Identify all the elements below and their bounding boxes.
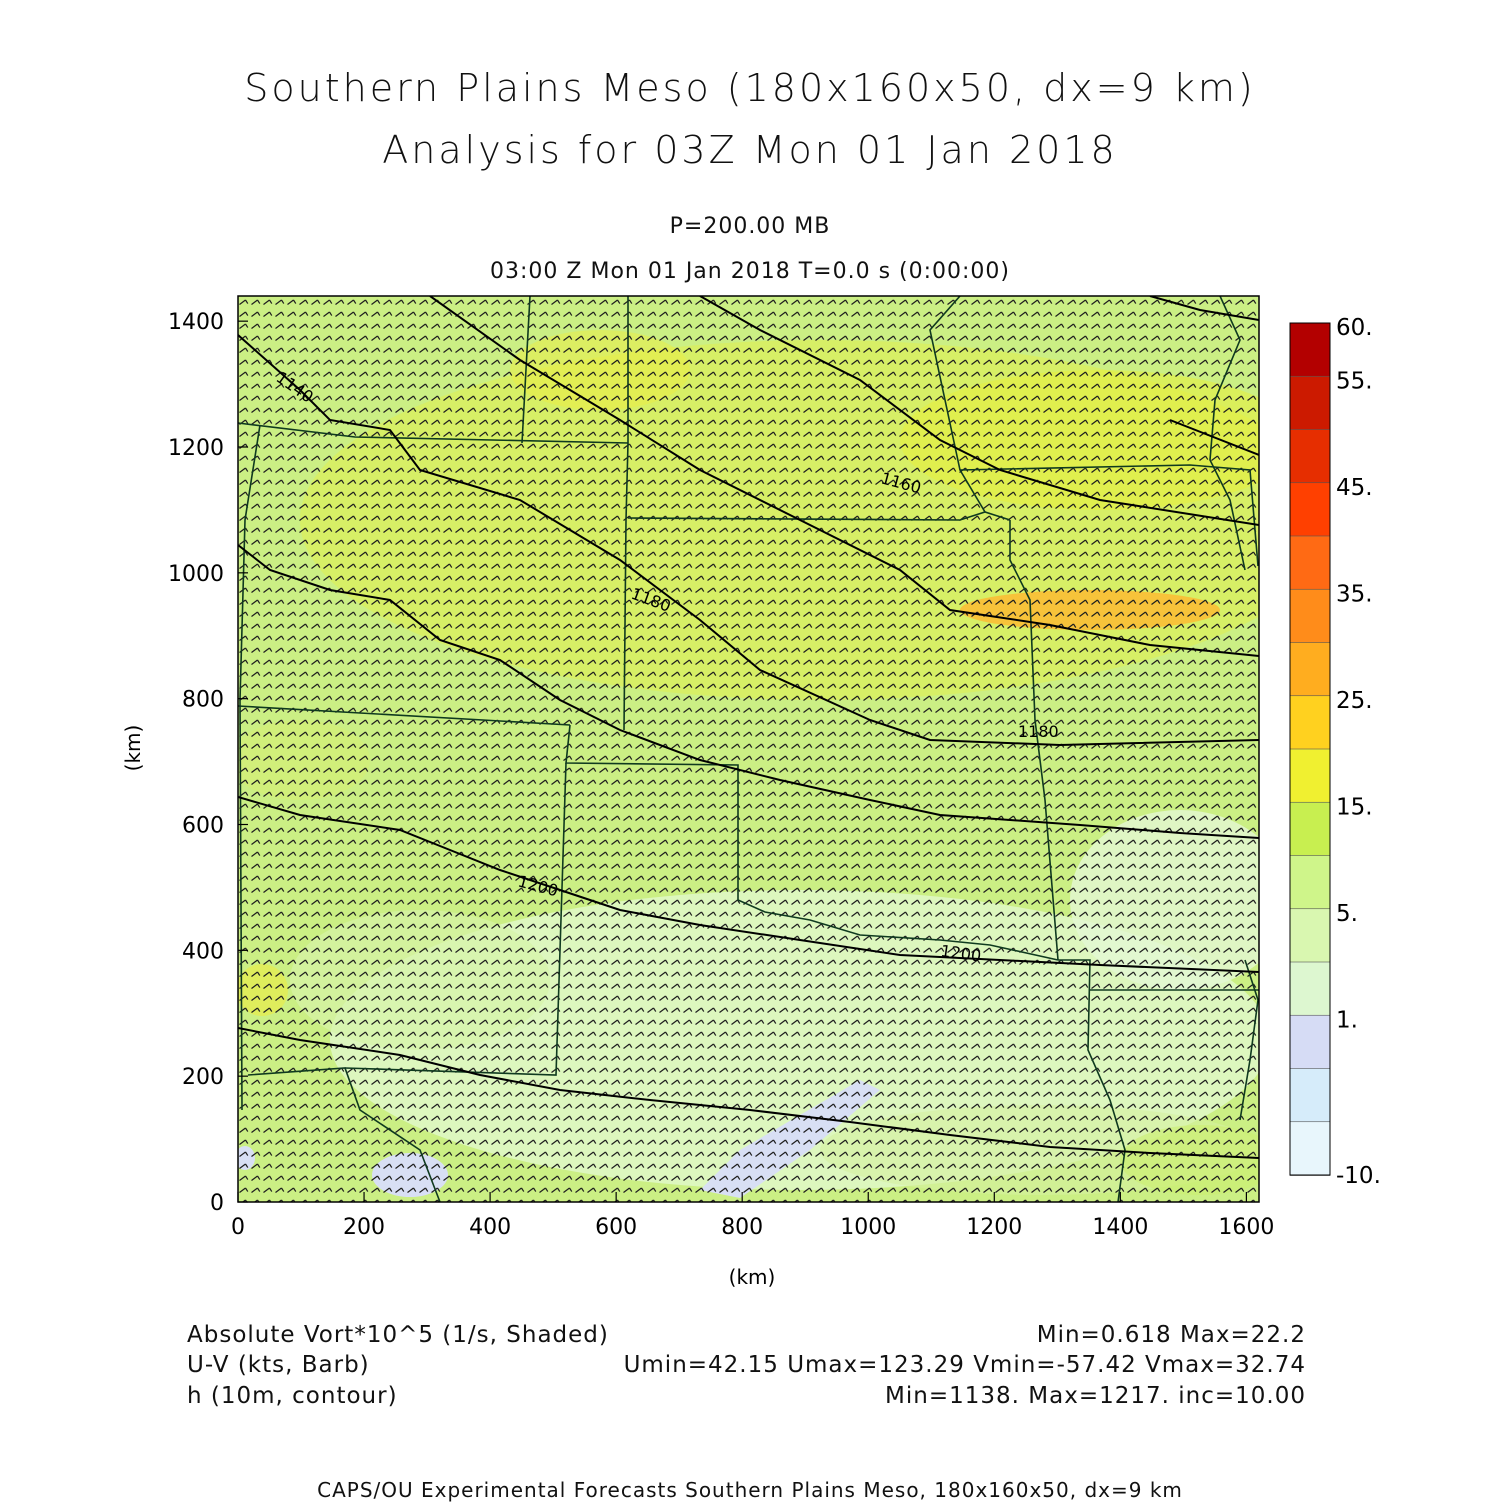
colorbar-cell bbox=[1289, 1014, 1331, 1070]
legend-height-stats: Min=1138. Max=1217. inc=10.00 bbox=[885, 1383, 1306, 1409]
x-axis-ticks: 0 200 400 600 800 1000 1200 1400 1600 bbox=[231, 1192, 1274, 1240]
colorbar-cell bbox=[1289, 801, 1331, 857]
x-tick-label: 1200 bbox=[966, 1215, 1022, 1240]
colorbar-cell bbox=[1289, 375, 1331, 431]
x-tick-label: 1600 bbox=[1218, 1215, 1274, 1240]
colorbar-cell bbox=[1289, 642, 1331, 697]
valid-time: 03:00 Z Mon 01 Jan 2018 T=0.0 s (0:00:00… bbox=[490, 259, 1010, 284]
x-tick-label: 1000 bbox=[840, 1215, 896, 1240]
x-tick-label: 800 bbox=[721, 1215, 763, 1240]
axes: 0 200 400 600 800 1000 1200 1400 1600 0 200 400 600… bbox=[121, 310, 1274, 1289]
colorbar-cell bbox=[1289, 1068, 1331, 1123]
colorbar-cell bbox=[1289, 855, 1331, 910]
x-axis-label: (km) bbox=[729, 1265, 776, 1289]
colorbar-label: 15. bbox=[1336, 794, 1373, 820]
footer-credit: CAPS/OU Experimental Forecasts Southern … bbox=[317, 1478, 1183, 1502]
x-tick-label: 400 bbox=[469, 1215, 511, 1240]
colorbar-cell bbox=[1289, 1121, 1331, 1176]
y-tick-label: 1000 bbox=[168, 562, 224, 587]
colorbar-label: 1. bbox=[1336, 1007, 1358, 1033]
y-tick-label: 0 bbox=[210, 1191, 224, 1216]
colorbar-label: 25. bbox=[1336, 688, 1373, 714]
colorbar-cell bbox=[1289, 482, 1331, 537]
x-tick-label: 1400 bbox=[1092, 1215, 1148, 1240]
colorbar-cell bbox=[1289, 695, 1331, 750]
plot-frame bbox=[237, 295, 1260, 1203]
y-tick-label: 200 bbox=[182, 1065, 224, 1090]
vorticity-shading: 1140 1160 1180 1200 1200 1180 bbox=[238, 296, 1259, 1202]
y-tick-label: 1200 bbox=[168, 436, 224, 461]
colorbar-cell bbox=[1289, 429, 1331, 484]
contour-label: 1180 bbox=[1018, 722, 1059, 741]
colorbar-label: -10. bbox=[1336, 1163, 1381, 1189]
x-tick-label: 600 bbox=[595, 1215, 637, 1240]
colorbar-labels: 60. 55. 45. 35. 25. 15. 5. 1. -10. bbox=[1336, 315, 1381, 1189]
x-tick-label: 200 bbox=[343, 1215, 385, 1240]
y-axis-label: (km) bbox=[121, 725, 145, 772]
colorbar: 60. 55. 45. 35. 25. 15. 5. 1. -10. bbox=[1289, 315, 1381, 1189]
y-tick-label: 600 bbox=[182, 814, 224, 839]
x-tick-label: 0 bbox=[231, 1215, 245, 1240]
height-contours bbox=[238, 296, 1259, 1159]
colorbar-frame bbox=[1289, 322, 1331, 1176]
colorbar-label: 45. bbox=[1336, 475, 1373, 501]
plot-title: Southern Plains Meso (180x160x50, dx=9 k… bbox=[244, 66, 1256, 110]
legend-vorticity-stats: Min=0.618 Max=22.2 bbox=[1036, 1322, 1306, 1348]
legend-height: h (10m, contour) bbox=[187, 1383, 398, 1409]
colorbar-label: 60. bbox=[1336, 315, 1373, 341]
colorbar-cell bbox=[1289, 908, 1331, 963]
colorbar-label: 55. bbox=[1336, 368, 1373, 394]
map-plot-area: 1140 1160 1180 1200 1200 1180 bbox=[237, 295, 1260, 1203]
state-boundaries bbox=[238, 296, 1259, 1202]
plot-subtitle: Analysis for 03Z Mon 01 Jan 2018 bbox=[382, 128, 1118, 172]
y-axis-ticks: 0 200 400 600 800 1000 1200 1400 bbox=[168, 310, 248, 1216]
legend-vorticity: Absolute Vort*10^5 (1/s, Shaded) bbox=[187, 1322, 609, 1348]
pressure-level: P=200.00 MB bbox=[669, 214, 831, 239]
colorbar-cell bbox=[1289, 322, 1331, 378]
y-tick-label: 1400 bbox=[168, 310, 224, 335]
colorbar-cell bbox=[1289, 961, 1331, 1017]
y-tick-label: 800 bbox=[182, 688, 224, 713]
colorbar-cell bbox=[1289, 748, 1331, 804]
y-tick-label: 400 bbox=[182, 939, 224, 964]
colorbar-label: 35. bbox=[1336, 581, 1373, 607]
legend-wind: U-V (kts, Barb) bbox=[187, 1352, 370, 1378]
legend-wind-stats: Umin=42.15 Umax=123.29 Vmin=-57.42 Vmax=… bbox=[623, 1352, 1306, 1378]
colorbar-cell bbox=[1289, 588, 1331, 644]
colorbar-cell bbox=[1289, 535, 1331, 591]
colorbar-cells bbox=[1289, 322, 1331, 1176]
colorbar-label: 5. bbox=[1336, 901, 1358, 927]
